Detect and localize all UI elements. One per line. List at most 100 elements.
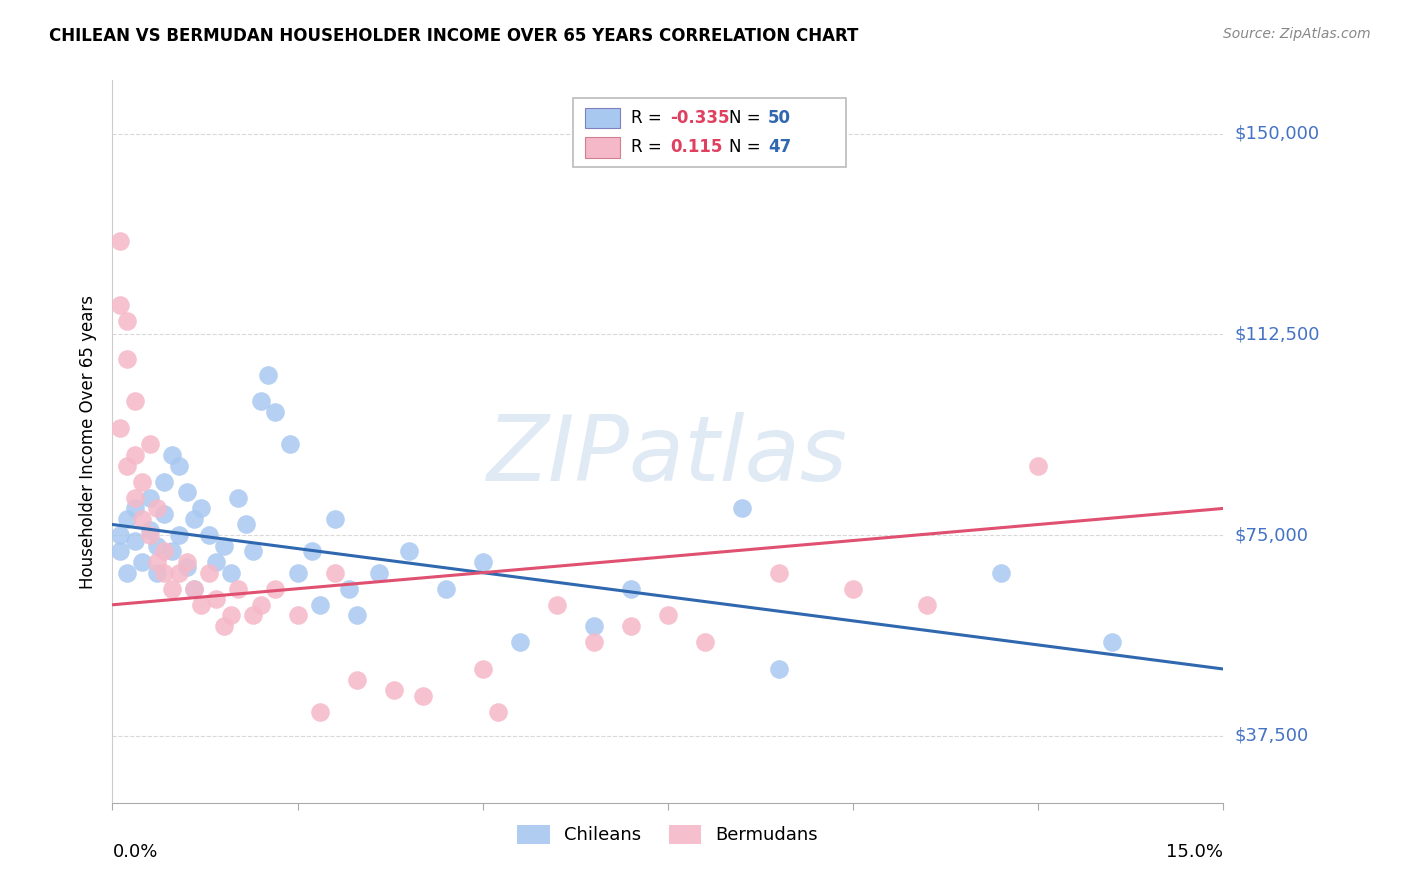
Point	[146, 555, 169, 569]
Point	[117, 512, 139, 526]
Point	[124, 501, 146, 516]
Text: Source: ZipAtlas.com: Source: ZipAtlas.com	[1223, 27, 1371, 41]
Point	[287, 566, 309, 580]
Point	[205, 555, 228, 569]
Point	[205, 592, 228, 607]
Point	[486, 705, 509, 719]
Point	[1101, 635, 1123, 649]
Text: 47: 47	[768, 138, 792, 156]
Point	[124, 394, 146, 409]
Point	[471, 662, 494, 676]
Text: CHILEAN VS BERMUDAN HOUSEHOLDER INCOME OVER 65 YEARS CORRELATION CHART: CHILEAN VS BERMUDAN HOUSEHOLDER INCOME O…	[49, 27, 859, 45]
Y-axis label: Householder Income Over 65 years: Householder Income Over 65 years	[79, 294, 97, 589]
Point	[257, 368, 280, 382]
Text: -0.335: -0.335	[671, 109, 730, 127]
Point	[1026, 458, 1049, 473]
Point	[160, 544, 183, 558]
Point	[153, 475, 176, 489]
Point	[108, 234, 131, 248]
Point	[131, 475, 153, 489]
Point	[228, 582, 250, 596]
Point	[915, 598, 938, 612]
Bar	[585, 108, 620, 128]
Point	[117, 314, 139, 328]
Point	[146, 501, 169, 516]
Text: $75,000: $75,000	[1234, 526, 1309, 544]
Point	[582, 619, 605, 633]
Point	[382, 683, 405, 698]
Text: 15.0%: 15.0%	[1166, 843, 1223, 861]
Point	[167, 566, 190, 580]
Point	[323, 566, 346, 580]
Point	[546, 598, 568, 612]
Point	[153, 544, 176, 558]
Text: $150,000: $150,000	[1234, 125, 1319, 143]
Point	[138, 528, 160, 542]
Point	[235, 517, 257, 532]
Text: R =: R =	[631, 109, 668, 127]
Point	[176, 560, 198, 574]
Bar	[585, 137, 620, 158]
Point	[197, 528, 219, 542]
Point	[167, 528, 190, 542]
Text: $37,500: $37,500	[1234, 727, 1309, 745]
Point	[228, 491, 250, 505]
Point	[124, 533, 146, 548]
Point	[146, 539, 169, 553]
Text: 0.115: 0.115	[671, 138, 723, 156]
Point	[117, 351, 139, 366]
Point	[197, 566, 219, 580]
Point	[131, 512, 153, 526]
Legend: Chileans, Bermudans: Chileans, Bermudans	[510, 818, 825, 852]
Point	[731, 501, 754, 516]
Point	[183, 582, 205, 596]
Text: N =: N =	[728, 109, 766, 127]
Point	[278, 437, 301, 451]
Point	[434, 582, 457, 596]
Point	[657, 608, 679, 623]
Point	[176, 555, 198, 569]
Point	[117, 566, 139, 580]
Point	[131, 555, 153, 569]
Point	[308, 705, 330, 719]
Point	[219, 608, 242, 623]
Point	[693, 635, 716, 649]
Point	[108, 421, 131, 435]
Point	[990, 566, 1012, 580]
Text: 0.0%: 0.0%	[112, 843, 157, 861]
Point	[249, 598, 271, 612]
Point	[212, 619, 235, 633]
Point	[138, 437, 160, 451]
Point	[183, 512, 205, 526]
Point	[183, 582, 205, 596]
Point	[242, 544, 264, 558]
Point	[153, 566, 176, 580]
Point	[138, 523, 160, 537]
Point	[160, 582, 183, 596]
Point	[368, 566, 391, 580]
Text: ZIPatlas: ZIPatlas	[488, 412, 848, 500]
Point	[242, 608, 264, 623]
Point	[301, 544, 323, 558]
Point	[346, 608, 368, 623]
Point	[842, 582, 865, 596]
Point	[287, 608, 309, 623]
Point	[124, 491, 146, 505]
Point	[108, 298, 131, 312]
Point	[308, 598, 330, 612]
Point	[108, 528, 131, 542]
Point	[768, 566, 790, 580]
Point	[190, 598, 212, 612]
Point	[620, 582, 643, 596]
Point	[219, 566, 242, 580]
Point	[412, 689, 434, 703]
Text: R =: R =	[631, 138, 672, 156]
Text: $112,500: $112,500	[1234, 326, 1320, 343]
Point	[768, 662, 790, 676]
Point	[471, 555, 494, 569]
Point	[509, 635, 531, 649]
Point	[167, 458, 190, 473]
Point	[249, 394, 271, 409]
Point	[323, 512, 346, 526]
Point	[190, 501, 212, 516]
